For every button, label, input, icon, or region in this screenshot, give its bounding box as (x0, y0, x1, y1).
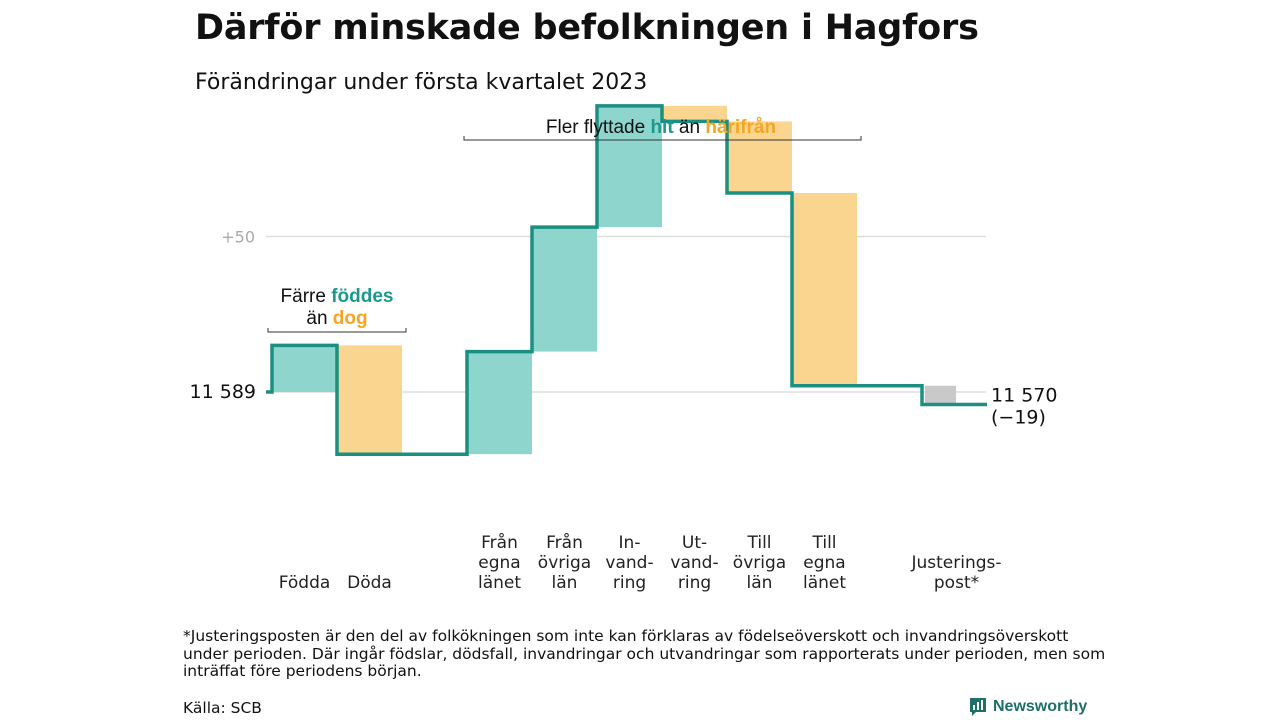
start-value-label: 11 589 (190, 381, 256, 403)
category-label-7: Till övriga län (733, 533, 786, 593)
bar-3 (467, 351, 532, 455)
births-annotation-line1: Färre föddes (281, 286, 394, 307)
migration-annotation: Fler flyttade hit än härifrån (546, 117, 776, 138)
bar-8 (792, 192, 857, 386)
bar-10 (925, 385, 956, 405)
bar-4 (532, 227, 597, 352)
gridline-label: +50 (221, 228, 255, 247)
chart-subtitle: Förändringar under första kvartalet 2023 (195, 70, 648, 95)
category-label-3: Från egna länet (478, 532, 521, 593)
brand-logo: Newsworthy (969, 697, 1087, 717)
category-label-8: Till egna länet (803, 533, 846, 593)
category-label-10: Justerings-post* (910, 553, 1001, 593)
category-label-6: Ut-vand-ring (670, 533, 718, 593)
bar-6 (662, 105, 727, 122)
bar-1 (337, 345, 402, 455)
births-bracket (267, 328, 407, 333)
footnote: *Justeringsposten är den del av folkökni… (183, 627, 1106, 680)
bar-5 (597, 105, 662, 228)
brand-name: Newsworthy (993, 698, 1088, 715)
waterfall-chart: +50 Födda Döda Från egna länet Från övriga län In… (190, 104, 1057, 593)
end-change-label: (−19) (991, 406, 1046, 428)
end-value-label: 11 570 (991, 384, 1057, 406)
bar-7 (727, 121, 792, 193)
births-annotation-line2: än dog (306, 308, 367, 329)
newsworthy-icon (970, 698, 986, 716)
cumulative-step-line (266, 104, 987, 456)
category-label-5: In-vand-ring (605, 533, 653, 593)
category-label-0: Födda (279, 573, 331, 593)
migration-bracket (463, 136, 862, 141)
category-label-1: Döda (347, 573, 392, 593)
category-label-4: Från övriga län (538, 532, 591, 593)
bar-0 (272, 345, 337, 392)
chart-title: Därför minskade befolkningen i Hagfors (195, 8, 979, 48)
source-label: Källa: SCB (183, 699, 262, 717)
